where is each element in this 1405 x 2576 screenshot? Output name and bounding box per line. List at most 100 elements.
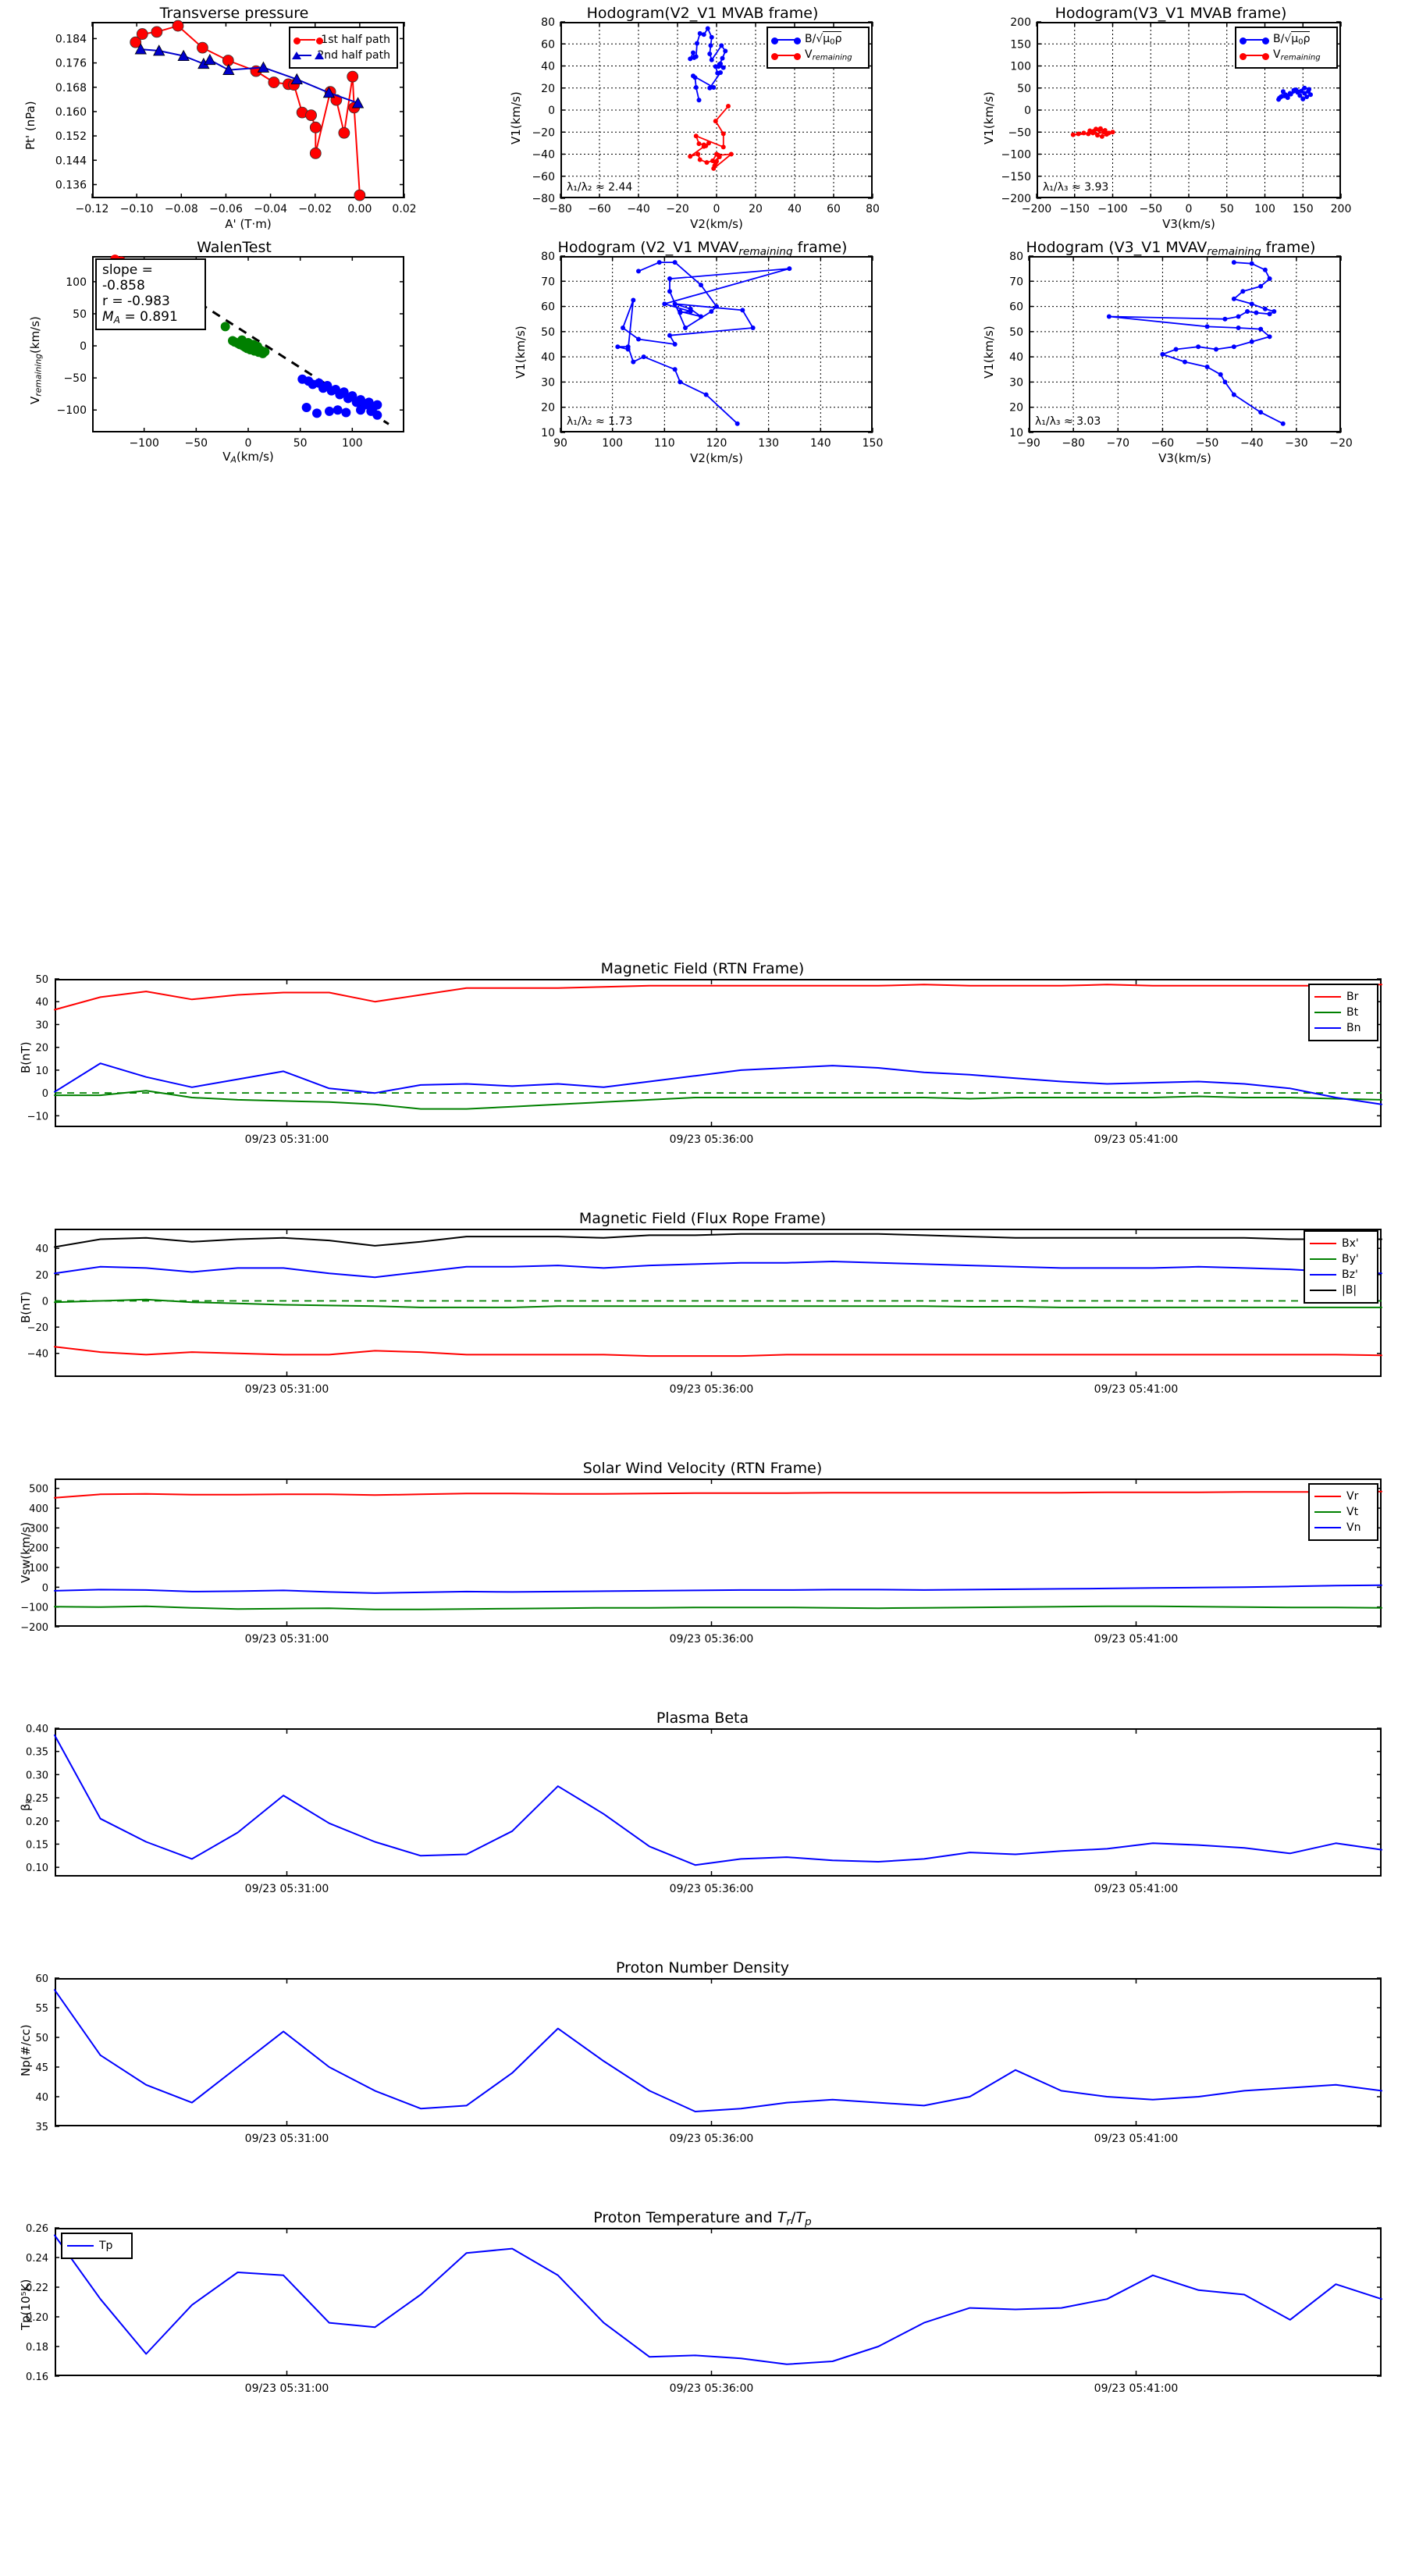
page-title: Transverse pressure [159,5,309,22]
svg-text:0: 0 [245,437,252,450]
svg-text:−70: −70 [1107,437,1130,450]
legend-label-vt: Vt [1346,1506,1359,1518]
svg-text:0.184: 0.184 [55,33,87,45]
svg-text:0.30: 0.30 [26,1770,48,1781]
svg-text:0.160: 0.160 [55,106,87,119]
svg-text:50: 50 [73,308,87,321]
svg-text:10: 10 [541,427,555,439]
svg-text:09/23 05:41:00: 09/23 05:41:00 [1094,1383,1179,1396]
plot-frame [55,1978,1382,2126]
svg-text:110: 110 [654,437,675,450]
svg-text:50: 50 [1009,326,1023,339]
svg-text:30: 30 [541,376,555,389]
plot-frame [1029,256,1341,432]
svg-text:60: 60 [35,1973,48,1985]
svg-text:−200: −200 [1022,203,1051,215]
plot-frame [55,979,1382,1127]
svg-text:0: 0 [548,105,555,117]
svg-text:100: 100 [1254,203,1275,215]
svg-text:−20: −20 [532,126,555,139]
legend-solar-wind-velocity: Vr Vt Vn [1308,1483,1378,1541]
svg-text:150: 150 [863,437,884,450]
svg-text:20: 20 [541,402,555,415]
legend-swatch-b-alfven [771,37,801,44]
svg-text:70: 70 [1009,276,1023,288]
svg-text:55: 55 [35,2003,48,2015]
legend-swatch-vn [1314,1527,1341,1528]
svg-text:120: 120 [706,437,727,450]
svg-text:−100: −100 [1097,203,1127,215]
svg-text:09/23 05:36:00: 09/23 05:36:00 [670,2382,754,2395]
svg-text:09/23 05:36:00: 09/23 05:36:00 [670,1883,754,1895]
svg-text:0: 0 [1024,105,1031,117]
svg-text:−50: −50 [185,437,208,450]
svg-text:0.22: 0.22 [26,2282,48,2294]
legend-swatch-by [1310,1258,1336,1260]
panel-title-solar-wind-velocity: Solar Wind Velocity (RTN Frame) [582,1460,823,1477]
legend-swatch-bmag [1310,1290,1336,1291]
eigenvalue-ratio-annotation: λ₁/λ₃ ≈ 3.93 [1043,181,1109,194]
magnetic-field-rtn-plot: −10 0 10 20 30 40 50 09/23 05:31:00 09/23 05:36:… [27,974,1382,1146]
legend-label-bt: Bt [1346,1006,1359,1019]
legend-swatch-bx [1310,1243,1336,1244]
svg-text:40: 40 [788,203,802,215]
legend-swatch-b-alfven [1240,37,1269,44]
svg-text:−100: −100 [57,404,87,417]
svg-text:−60: −60 [1151,437,1175,450]
legend-swatch-v-remaining [771,52,801,60]
svg-text:80: 80 [866,203,880,215]
svg-text:40: 40 [35,997,48,1009]
svg-text:09/23 05:36:00: 09/23 05:36:00 [670,2133,754,2145]
svg-text:10: 10 [1009,427,1023,439]
svg-text:10: 10 [35,1066,48,1077]
svg-text:09/23 05:31:00: 09/23 05:31:00 [245,1633,329,1646]
walen-test-plot: −100 −50 0 50 100 −100 −50 0 50 100 [57,254,404,450]
svg-text:0: 0 [42,1088,48,1100]
legend-label-b-alfven: B/√μ0ρ [1273,31,1311,47]
svg-text:−50: −50 [1008,126,1031,139]
hodogram-v2v1-mvab-plot: −80 −60 −40 −20 0 20 40 60 80 −80 −60 −40 −20 0 20 40 60… [532,16,880,215]
panel-hodogram-v3v1-mvab: Hodogram(V3_V1 MVAB frame) V1(km/s) V3(k… [937,0,1405,231]
svg-text:20: 20 [541,83,555,95]
svg-text:0.35: 0.35 [26,1747,48,1759]
svg-text:0: 0 [42,1582,48,1594]
svg-text:0.25: 0.25 [26,1793,48,1805]
svg-text:0: 0 [42,1296,48,1308]
svg-text:−80: −80 [549,203,572,215]
panel-title-magnetic-field-fluxrope: Magnetic Field (Flux Rope Frame) [578,1210,827,1227]
legend-hodogram-v2v1-mvab: B/√μ0ρ Vremaining [767,27,870,69]
svg-text:80: 80 [541,251,555,263]
svg-text:−40: −40 [627,203,650,215]
legend-label-br: Br [1346,991,1359,1003]
svg-text:−20: −20 [1329,437,1353,450]
svg-text:−150: −150 [1060,203,1090,215]
svg-text:0.10: 0.10 [26,1863,48,1874]
plasma-beta-plot: 0.10 0.15 0.20 0.25 0.30 0.35 0.40 09/23 05:31:… [26,1724,1382,1895]
svg-text:50: 50 [1220,203,1234,215]
svg-text:−150: −150 [1001,171,1031,183]
svg-text:30: 30 [1009,376,1023,389]
svg-text:30: 30 [35,1019,48,1031]
panel-proton-temperature: Proton Temperature and Tr/Tp Tp(10⁵K) 0.… [0,2209,1405,2428]
svg-text:−0.04: −0.04 [254,203,287,215]
axis-label-x: V2(km/s) [690,451,743,465]
svg-text:09/23 05:31:00: 09/23 05:31:00 [245,2382,329,2395]
legend-magnetic-field-fluxrope: Bx' By' Bz' |B| [1304,1230,1378,1304]
svg-text:100: 100 [66,276,87,289]
panel-solar-wind-velocity: Solar Wind Velocity (RTN Frame) Vsw(km/s… [0,1460,1405,1678]
svg-text:50: 50 [541,326,555,339]
axis-label-x: A' (T·m) [225,217,272,231]
walen-r: r = -0.983 [102,294,170,310]
svg-text:−80: −80 [532,193,555,205]
svg-text:60: 60 [827,203,841,215]
svg-text:0.168: 0.168 [55,82,87,94]
svg-text:130: 130 [758,437,779,450]
svg-text:90: 90 [553,437,567,450]
svg-text:−50: −50 [63,372,87,385]
legend-label-b-alfven: B/√μ0ρ [805,31,842,47]
legend-swatch-bt [1314,1012,1341,1013]
panel-proton-number-density: Proton Number Density Np(#/cc) 35 40 45 50 5… [0,1959,1405,2178]
legend-swatch-bn [1314,1027,1341,1029]
panel-title-hodogram-v2v1-mvav: Hodogram (V2_V1 MVAVremaining frame) [557,239,848,258]
legend-label-vr: Vr [1346,1490,1359,1503]
